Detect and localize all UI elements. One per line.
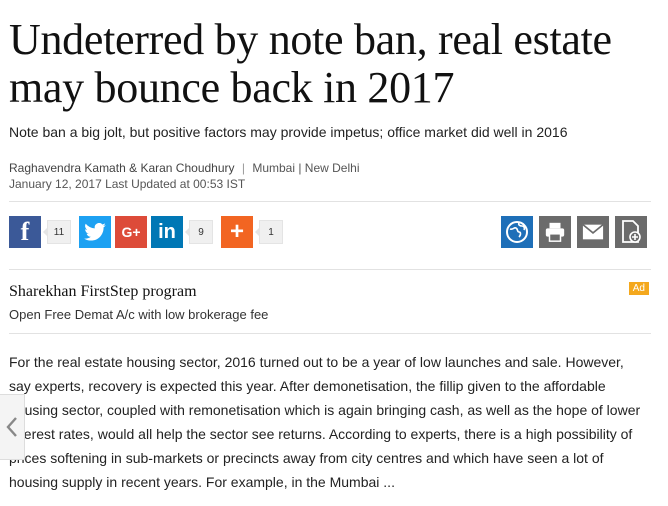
article-body: For the real estate housing sector, 2016… <box>9 354 641 490</box>
email-icon <box>582 224 604 240</box>
headline: Undeterred by note ban, real estate may … <box>9 15 612 112</box>
location: Mumbai | New Delhi <box>252 161 360 175</box>
save-document-button[interactable] <box>615 216 647 248</box>
share-bar: f 11 G+ in 9 + 1 <box>9 216 291 248</box>
more-share-button[interactable]: + <box>221 216 253 248</box>
translate-button[interactable] <box>501 216 533 248</box>
sponsored-ad[interactable]: Sharekhan FirstStep program Open Free De… <box>9 282 651 322</box>
dateline: January 12, 2017 Last Updated at 00:53 I… <box>9 177 246 191</box>
linkedin-icon: in <box>158 220 176 243</box>
article-subtitle: Note ban a big jolt, but positive factor… <box>9 124 568 140</box>
facebook-share-button[interactable]: f <box>9 216 41 248</box>
twitter-icon <box>84 223 106 241</box>
print-button[interactable] <box>539 216 571 248</box>
facebook-share-count: 11 <box>43 220 71 244</box>
chevron-left-icon <box>6 417 17 437</box>
byline-separator: | <box>241 161 245 175</box>
google-plus-icon: G+ <box>121 224 141 240</box>
author-amp: & <box>129 161 138 175</box>
divider <box>9 269 651 270</box>
byline: Raghavendra Kamath & Karan Choudhury | M… <box>9 160 659 176</box>
more-share-count: 1 <box>255 220 283 244</box>
author-link[interactable]: Karan Choudhury <box>140 161 235 175</box>
ad-title[interactable]: Sharekhan FirstStep program <box>9 283 197 300</box>
article-tools <box>501 216 653 248</box>
globe-icon <box>506 221 528 243</box>
facebook-icon: f <box>20 217 30 246</box>
divider <box>9 333 651 334</box>
linkedin-share-count: 9 <box>185 220 213 244</box>
ad-badge[interactable]: Ad <box>628 282 649 295</box>
google-plus-share-button[interactable]: G+ <box>115 216 147 248</box>
print-icon <box>545 222 565 242</box>
twitter-share-button[interactable] <box>79 216 111 248</box>
linkedin-share-button[interactable]: in <box>151 216 183 248</box>
plus-icon: + <box>229 218 244 245</box>
author-link[interactable]: Raghavendra Kamath <box>9 161 126 175</box>
previous-article-tab[interactable] <box>0 394 25 460</box>
email-button[interactable] <box>577 216 609 248</box>
document-icon <box>622 220 641 243</box>
article-header: Undeterred by note ban, real estate may … <box>9 0 659 192</box>
divider <box>9 201 651 202</box>
ad-subtitle: Open Free Demat A/c with low brokerage f… <box>9 307 269 322</box>
